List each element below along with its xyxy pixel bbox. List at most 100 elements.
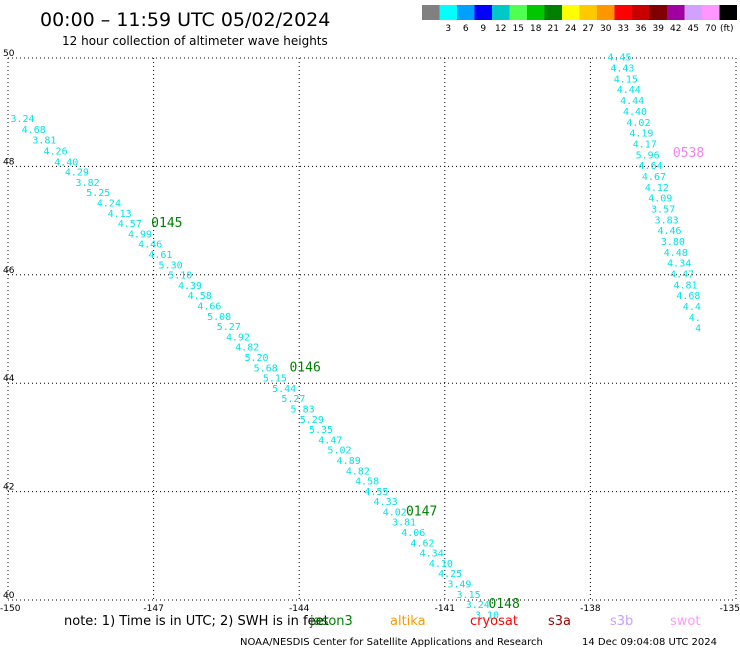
wave-height-point: 5.83 bbox=[291, 404, 315, 415]
legend-swatch bbox=[492, 5, 510, 20]
legend-bin-label: 42 bbox=[670, 24, 681, 34]
wave-height-point: 5.29 bbox=[300, 415, 324, 426]
x-tick-label: -138 bbox=[580, 604, 601, 614]
pass-time-label: 0148 bbox=[488, 597, 519, 612]
legend-swatch bbox=[632, 5, 650, 20]
legend-swatch bbox=[597, 5, 615, 20]
wave-height-point: 5.02 bbox=[327, 446, 351, 457]
legend-bin-label: 15 bbox=[513, 24, 524, 34]
y-tick-label: 48 bbox=[3, 157, 15, 167]
wave-height-point: 4.92 bbox=[226, 332, 250, 343]
wave-height-point: 4.67 bbox=[642, 172, 666, 183]
wave-height-point: 4.68 bbox=[22, 125, 46, 136]
wave-height-point: 4.45 bbox=[607, 53, 631, 64]
legend-swatch bbox=[509, 5, 527, 20]
wave-height-point: 4.66 bbox=[197, 301, 221, 312]
wave-height-point: 4.46 bbox=[138, 240, 162, 251]
legend-swatch bbox=[649, 5, 667, 20]
wave-height-point: 4.34 bbox=[667, 259, 691, 270]
pass-time-label: 0145 bbox=[151, 216, 182, 231]
y-tick-label: 44 bbox=[3, 374, 15, 384]
legend-bin-label: 33 bbox=[618, 24, 629, 34]
legend-swatch bbox=[457, 5, 475, 20]
satellite-label-s3a: s3a bbox=[548, 614, 571, 629]
wave-height-point: 4.47 bbox=[670, 270, 694, 281]
wave-height-point: 4.15 bbox=[614, 74, 638, 85]
x-tick-label: -144 bbox=[289, 604, 310, 614]
wave-height-point: 5.35 bbox=[309, 425, 333, 436]
wave-height-point: 3.24 bbox=[11, 114, 35, 125]
color-legend: 3 6 9 12 15 18 21 24 27 30 33 36 39 42 45 70 (ft) bbox=[422, 5, 737, 34]
wave-height-point: 4.55 bbox=[364, 487, 388, 498]
wave-height-point: 3.10 bbox=[475, 610, 499, 621]
wave-height-point: 3.24 bbox=[466, 600, 490, 611]
wave-height-point: 4.58 bbox=[355, 477, 379, 488]
wave-height-point: 3.83 bbox=[655, 215, 679, 226]
x-tick-label: -147 bbox=[143, 604, 163, 614]
chart-title: 00:00 – 11:59 UTC 05/02/2024 bbox=[40, 9, 330, 31]
x-tick-label: -150 bbox=[0, 604, 21, 614]
wave-height-point: 3.49 bbox=[447, 580, 471, 591]
wave-height-point: 4.25 bbox=[438, 569, 462, 580]
wave-height-point: 3.82 bbox=[76, 178, 100, 189]
wave-height-point: 4.09 bbox=[648, 194, 672, 205]
wave-height-point: 4.47 bbox=[318, 435, 342, 446]
satellite-label-cryosat: cryosat bbox=[470, 614, 518, 629]
wave-height-point: 3.15 bbox=[457, 590, 481, 601]
wave-height-point: 4.57 bbox=[118, 219, 142, 230]
wave-height-point: 4.24 bbox=[97, 199, 121, 210]
legend-bin-label: 3 bbox=[445, 24, 451, 34]
legend-bin-label: 12 bbox=[495, 24, 506, 34]
legend-swatch bbox=[439, 5, 457, 20]
legend-bin-label: 6 bbox=[463, 24, 469, 34]
satellite-label-s3b: s3b bbox=[610, 614, 633, 629]
data-points: 3.244.683.814.264.404.293.825.254.244.13… bbox=[11, 53, 702, 622]
wave-height-point: 4.64 bbox=[639, 161, 663, 172]
pass-annotations: 0145 0146 0147 0148 0538 bbox=[151, 146, 704, 612]
y-tick-label: 50 bbox=[3, 49, 15, 59]
wave-height-point: 4.68 bbox=[676, 291, 700, 302]
legend-swatch bbox=[562, 5, 580, 20]
wave-height-point: 3.81 bbox=[32, 136, 56, 147]
wave-height-point: 4.34 bbox=[420, 549, 444, 560]
pass-time-label: 0538 bbox=[673, 146, 704, 161]
legend-bin-label: 27 bbox=[583, 24, 594, 34]
wave-height-point: 4.4 bbox=[683, 302, 701, 313]
legend-bin-label: 9 bbox=[480, 24, 486, 34]
wave-height-point: 4.44 bbox=[620, 96, 644, 107]
legend-bin-label: 24 bbox=[565, 24, 577, 34]
wave-height-point: 4. bbox=[689, 313, 701, 324]
wave-height-point: 4.48 bbox=[664, 248, 688, 259]
legend-swatch bbox=[719, 5, 737, 20]
legend-unit: (ft) bbox=[720, 24, 734, 34]
grid-lines bbox=[7, 57, 737, 601]
wave-height-point: 4.33 bbox=[374, 497, 398, 508]
wave-height-point: 4.82 bbox=[235, 343, 259, 354]
wave-height-point: 5.44 bbox=[272, 384, 296, 395]
pass-time-label: 0147 bbox=[406, 504, 437, 519]
y-tick-label: 40 bbox=[3, 591, 15, 601]
legend-swatch bbox=[527, 5, 545, 20]
wave-height-point: 4.29 bbox=[65, 168, 89, 179]
footer-timestamp: 14 Dec 09:04:08 UTC 2024 bbox=[582, 637, 717, 648]
satellite-label-swot: swot bbox=[670, 614, 700, 629]
wave-height-point: 4.10 bbox=[429, 559, 453, 570]
x-tick-label: -135 bbox=[720, 604, 740, 614]
legend-bin-label: 39 bbox=[653, 24, 665, 34]
legend-swatch bbox=[684, 5, 702, 20]
legend-swatch bbox=[614, 5, 632, 20]
wave-height-point: 4.89 bbox=[337, 456, 361, 467]
wave-height-point: 3.81 bbox=[392, 518, 416, 529]
wave-height-point: 4.40 bbox=[54, 157, 78, 168]
wave-height-point: 3.80 bbox=[661, 237, 685, 248]
legend-bin-label: 18 bbox=[530, 24, 542, 34]
wave-height-point: 4.02 bbox=[626, 118, 650, 129]
satellite-label-jason3: jason3 bbox=[309, 614, 353, 629]
legend-swatch bbox=[667, 5, 685, 20]
wave-height-point: 4.43 bbox=[610, 64, 634, 75]
legend-swatch bbox=[544, 5, 562, 20]
wave-height-point: 4.40 bbox=[623, 107, 647, 118]
wave-height-point: 5.30 bbox=[159, 260, 183, 271]
wave-height-point: 4.13 bbox=[108, 209, 132, 220]
